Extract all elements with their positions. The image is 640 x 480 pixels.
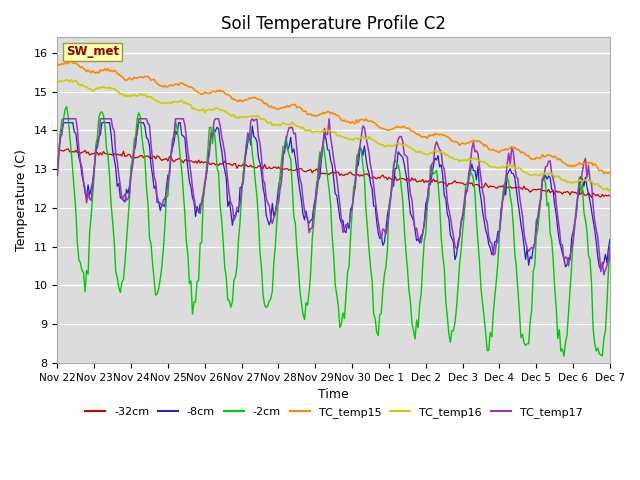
Y-axis label: Temperature (C): Temperature (C) bbox=[15, 149, 28, 251]
X-axis label: Time: Time bbox=[318, 388, 349, 401]
Text: SW_met: SW_met bbox=[66, 46, 119, 59]
Title: Soil Temperature Profile C2: Soil Temperature Profile C2 bbox=[221, 15, 446, 33]
Legend: -32cm, -8cm, -2cm, TC_temp15, TC_temp16, TC_temp17: -32cm, -8cm, -2cm, TC_temp15, TC_temp16,… bbox=[81, 403, 587, 422]
